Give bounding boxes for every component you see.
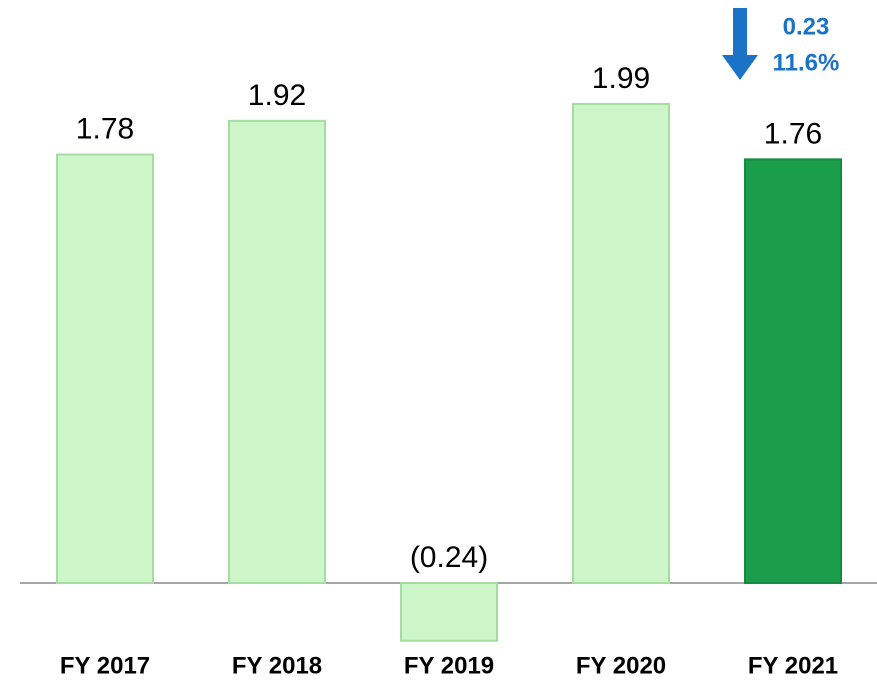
x-tick-label: FY 2021 <box>748 652 838 679</box>
value-label: 1.99 <box>592 62 650 95</box>
bar <box>572 103 670 584</box>
value-label: 1.76 <box>764 117 822 150</box>
bar <box>228 119 326 584</box>
annotation-change: 0.23 <box>783 13 830 40</box>
arrow-shaft <box>733 8 747 58</box>
annotation: 0.23 11.6% <box>722 8 839 80</box>
annotation-percent: 11.6% <box>773 49 840 76</box>
x-tick-label: FY 2018 <box>232 652 322 679</box>
bar <box>56 153 154 585</box>
value-label: (0.24) <box>410 541 488 574</box>
arrow-head <box>722 55 758 80</box>
bar <box>744 158 842 584</box>
x-tick-label: FY 2019 <box>404 652 494 679</box>
value-label: 1.78 <box>76 112 134 145</box>
value-label: 1.92 <box>248 79 306 112</box>
x-tick-label: FY 2020 <box>576 652 666 679</box>
x-tick-label: FY 2017 <box>60 652 150 679</box>
bar <box>400 582 498 642</box>
